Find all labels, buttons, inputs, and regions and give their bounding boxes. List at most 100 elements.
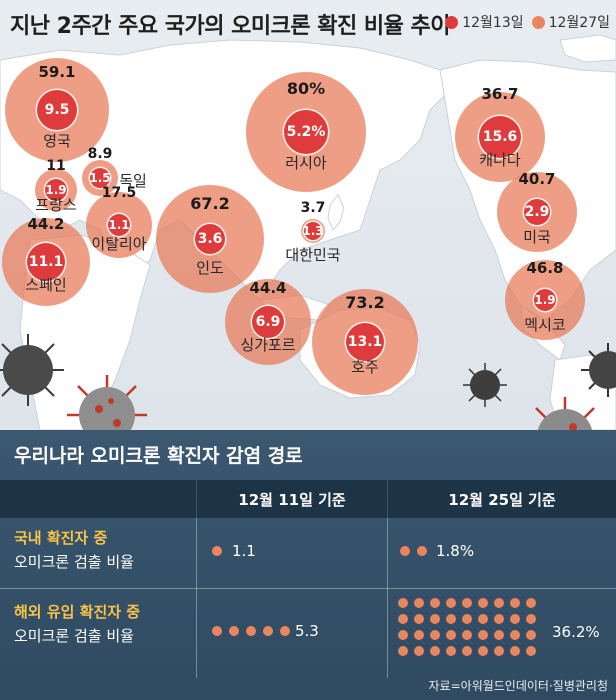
country-label-country-8: 싱가포르 — [240, 336, 296, 354]
percent-dot — [510, 630, 520, 640]
country-label-country-12: 멕시코 — [524, 316, 566, 334]
value-dec27-country-1: 8.9 — [87, 146, 113, 162]
dot-graphic-overseas-dec25 — [398, 598, 542, 662]
value-overseas-dec11: 5.3 — [295, 622, 319, 640]
virus-icon — [535, 397, 595, 430]
country-label-country-11: 미국 — [523, 228, 551, 246]
dot-graphic-domestic-dec25 — [400, 546, 434, 563]
value-dec27-country-7: 3.7 — [300, 199, 326, 216]
virus-icon — [581, 343, 616, 397]
percent-dot — [398, 630, 408, 640]
percent-dot — [414, 630, 424, 640]
percent-dot — [510, 646, 520, 656]
value-domestic-dec25: 1.8% — [436, 542, 475, 560]
legend-label-dec13: 12월13일 — [462, 15, 524, 31]
percent-dot — [398, 614, 408, 624]
bubble-dec13-country-5: 5.2% — [284, 110, 328, 154]
virus-icon — [67, 375, 147, 430]
dot-graphic-overseas-dec11 — [212, 626, 297, 643]
percent-dot — [494, 598, 504, 608]
percent-dot — [212, 546, 222, 556]
country-label-country-6: 인도 — [196, 259, 224, 277]
percent-dot — [446, 646, 456, 656]
percent-dot — [526, 646, 536, 656]
bubble-dec13-country-3: 1.1 — [108, 214, 130, 236]
country-label-country-9: 호주 — [351, 358, 379, 376]
row-divider — [0, 588, 616, 589]
percent-dot — [446, 630, 456, 640]
percent-dot — [414, 598, 424, 608]
table-header-dec11: 12월 11일 기준 — [197, 480, 387, 518]
percent-dot — [478, 614, 488, 624]
percent-dot — [462, 598, 472, 608]
percent-dot — [462, 646, 472, 656]
percent-dot — [446, 598, 456, 608]
bubble-dec13-country-2: 1.9 — [45, 179, 67, 201]
country-label-country-10: 캐나다 — [479, 151, 521, 169]
value-dec27-country-12: 46.8 — [526, 259, 564, 277]
percent-dot — [526, 630, 536, 640]
world-map: 지난 2주간 주요 국가의 오미크론 확진 비율 추이 12월13일 12월27… — [0, 0, 616, 430]
percent-dot — [398, 598, 408, 608]
percent-dot — [494, 614, 504, 624]
percent-dot — [280, 626, 290, 636]
percent-dot — [478, 598, 488, 608]
table-title: 우리나라 오미크론 확진자 감염 경로 — [14, 445, 303, 467]
value-dec27-country-10: 36.7 — [481, 85, 519, 103]
value-dec27-country-0: 59.1 — [38, 62, 76, 81]
value-dec27-country-11: 40.7 — [518, 170, 556, 188]
bubble-dec13-country-12: 1.9 — [534, 289, 556, 311]
column-divider — [196, 518, 197, 678]
percent-dot — [246, 626, 256, 636]
value-dec27-country-4: 44.2 — [27, 215, 65, 233]
source-credit: 자료=아워월드인데이터·질병관리청 — [428, 679, 608, 693]
country-label-country-5: 러시아 — [285, 154, 327, 172]
value-dec27-country-5: 80% — [286, 79, 326, 98]
legend-label-dec27: 12월27일 — [548, 15, 610, 31]
bubble-dec13-country-7: 1.3 — [302, 222, 324, 240]
value-dec27-country-8: 44.4 — [249, 278, 287, 297]
row-label-domestic: 국내 확진자 중 오미크론 검출 비율 — [14, 526, 134, 574]
column-divider — [387, 518, 388, 678]
bubble-dec13-country-4: 11.1 — [27, 243, 65, 281]
percent-dot — [510, 614, 520, 624]
bubble-dec13-country-11: 2.9 — [524, 199, 550, 225]
percent-dot — [430, 614, 440, 624]
percent-dot — [414, 614, 424, 624]
country-label-country-1: 독일 — [119, 172, 147, 190]
percent-dot — [430, 630, 440, 640]
bubble-dec13-country-6: 3.6 — [195, 224, 225, 254]
percent-dot — [430, 598, 440, 608]
percent-dot — [400, 546, 410, 556]
value-dec27-country-3: 17.5 — [101, 184, 137, 201]
percent-dot — [478, 630, 488, 640]
value-domestic-dec11: 1.1 — [232, 542, 256, 560]
korea-infection-table: 우리나라 오미크론 확진자 감염 경로 12월 11일 기준 12월 25일 기… — [0, 430, 616, 700]
percent-dot — [430, 646, 440, 656]
percent-dot — [526, 598, 536, 608]
percent-dot — [478, 646, 488, 656]
dot-graphic-domestic-dec11 — [212, 546, 229, 563]
page-title: 지난 2주간 주요 국가의 오미크론 확진 비율 추이 — [10, 14, 450, 39]
bubble-dec13-country-1: 1.5 — [89, 168, 111, 188]
percent-dot — [494, 630, 504, 640]
table-header-dec25: 12월 25일 기준 — [388, 480, 616, 518]
country-label-country-0: 영국 — [43, 132, 71, 150]
row-label-overseas-text: 오미크론 검출 비율 — [14, 627, 134, 645]
country-label-country-3: 이탈리아 — [91, 235, 147, 253]
percent-dot — [510, 598, 520, 608]
bubble-dec13-country-10: 15.6 — [479, 116, 521, 158]
bubble-dec13-country-0: 9.5 — [37, 90, 77, 130]
legend-swatch-dec27 — [531, 15, 545, 29]
row-label-overseas-highlight: 해외 유입 확진자 중 — [14, 603, 141, 621]
percent-dot — [414, 646, 424, 656]
percent-dot — [212, 626, 222, 636]
row-label-domestic-highlight: 국내 확진자 중 — [14, 529, 108, 547]
percent-dot — [263, 626, 273, 636]
virus-icon — [0, 334, 64, 406]
country-label-country-7: 대한민국 — [285, 246, 341, 264]
legend: 12월13일 12월27일 — [445, 12, 610, 32]
percent-dot — [446, 614, 456, 624]
virus-icon — [463, 363, 507, 407]
